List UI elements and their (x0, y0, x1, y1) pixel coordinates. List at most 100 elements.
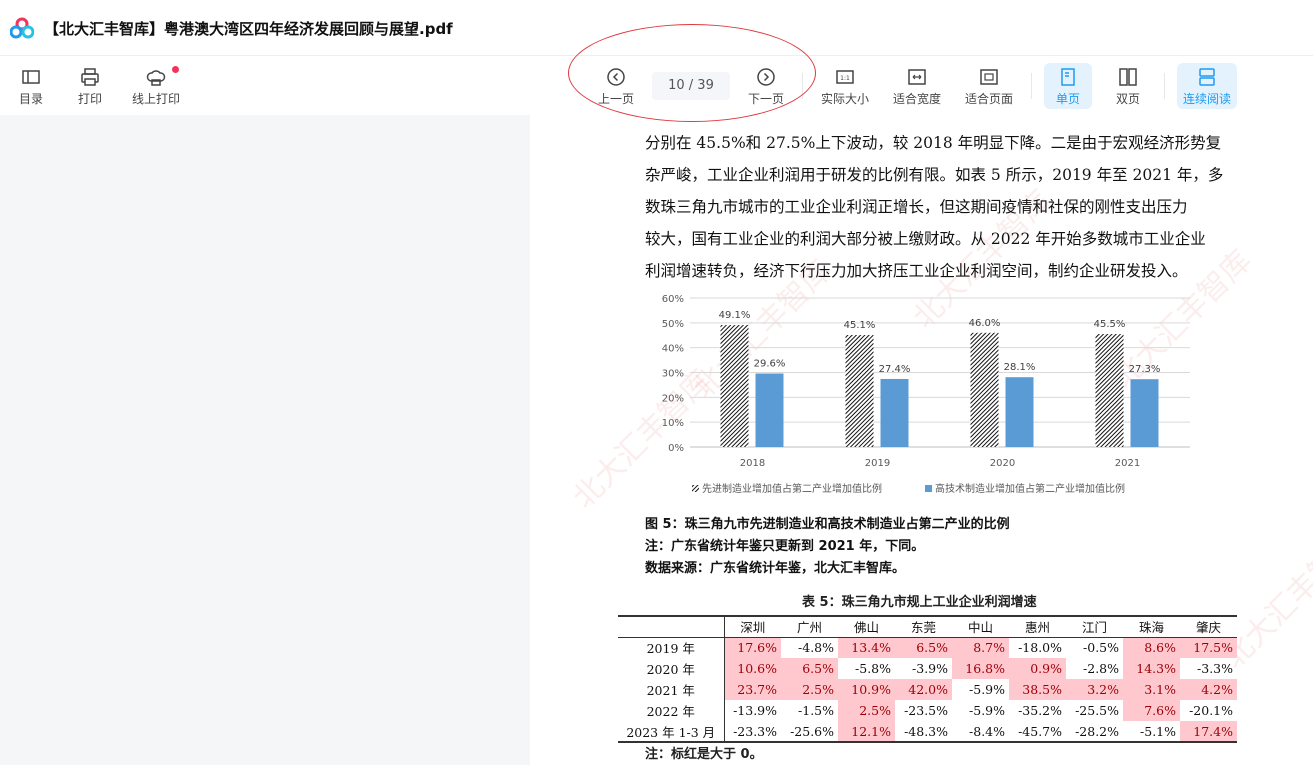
chevron-right-circle-icon (757, 68, 775, 86)
table-cell: 2.5% (781, 679, 838, 700)
table-cell: -8.4% (952, 721, 1009, 743)
bar-advanced (1095, 334, 1124, 447)
table-row: 2020 年 10.6% 6.5% -5.8% -3.9% 16.8% 0.9% -2.8% 1… (618, 658, 1237, 679)
table-cell: -3.3% (1197, 661, 1233, 676)
table-cell: -35.2% (1018, 703, 1062, 718)
double-page-button[interactable]: 双页 (1106, 63, 1150, 109)
data-label: 29.6% (754, 358, 786, 369)
table-cell: 10.6% (724, 658, 781, 679)
double-page-label: 双页 (1115, 92, 1140, 106)
data-label: 27.4% (879, 364, 911, 375)
fit-page-button[interactable]: 适合页面 (960, 63, 1018, 109)
prev-page-button[interactable]: 上一页 (594, 63, 638, 109)
legend-swatch-high-tech (925, 485, 932, 492)
column-header: 珠海 (1123, 615, 1180, 638)
table-cell: 2.5% (838, 700, 895, 721)
text-line: 分别在 45.5%和 27.5%上下波动，较 2018 年明显下降。二是由于宏观… (645, 134, 1222, 152)
table-cell: -48.3% (895, 721, 952, 743)
fit-width-button[interactable]: 适合宽度 (888, 63, 946, 109)
table-cell: 7.6% (1123, 700, 1180, 721)
x-tick-label: 2021 (1115, 458, 1140, 469)
online-print-button[interactable]: 线上打印 (128, 63, 184, 109)
online-print-label: 线上打印 (131, 92, 180, 106)
table-cell: -4.8% (798, 640, 834, 656)
title-bar: 【北大汇丰智库】粤港澳大湾区四年经济发展回顾与展望.pdf (0, 0, 1313, 56)
divider (802, 73, 803, 99)
table-cell: 6.5% (781, 658, 838, 679)
fit-page-icon (980, 69, 998, 85)
single-page-button[interactable]: 单页 (1044, 63, 1092, 109)
y-tick-label: 50% (662, 319, 684, 330)
table-cell: -45.7% (1009, 721, 1066, 743)
bar-advanced (970, 332, 999, 447)
legend-label: 先进制造业增加值占第二产业增加值比例 (702, 482, 882, 495)
table-cell: -2.8% (1083, 661, 1119, 676)
data-label: 49.1% (719, 310, 751, 321)
column-header: 东莞 (895, 615, 952, 638)
table-row: 2021 年 23.7% 2.5% 10.9% 42.0% -5.9% 38.5% 3.2% 3… (618, 679, 1237, 700)
fit-page-label: 适合页面 (964, 92, 1013, 106)
column-header: 中山 (952, 615, 1009, 638)
y-tick-label: 20% (662, 393, 684, 404)
table-cell: 3.2% (1066, 679, 1123, 700)
actual-size-button[interactable]: 1:1 实际大小 (816, 63, 874, 109)
text-line: 较大，国有工业企业的利润大部分被上缴财政。从 2022 年开始多数城市工业企业 (645, 230, 1206, 248)
print-label: 打印 (77, 92, 102, 106)
column-header: 佛山 (838, 615, 895, 638)
table-row: 2022 年 -13.9% -1.5% 2.5% -23.5% -5.9% -35.2% -2… (618, 700, 1237, 721)
table-cell: -25.5% (1075, 703, 1119, 718)
legend-swatch-advanced (692, 485, 699, 492)
column-header: 广州 (781, 615, 838, 638)
actual-size-icon: 1:1 (836, 70, 854, 84)
table-cell: -28.2% (1066, 721, 1123, 743)
data-label: 45.1% (844, 320, 876, 331)
table-cell: 17.6% (724, 637, 781, 658)
row-header: 2019 年 (618, 637, 725, 658)
y-tick-label: 40% (662, 344, 684, 355)
next-page-label: 下一页 (747, 92, 784, 106)
continuous-reading-icon (1199, 68, 1215, 86)
single-page-label: 单页 (1055, 92, 1080, 106)
chevron-left-circle-icon (607, 68, 625, 86)
table-cell: 17.4% (1180, 721, 1237, 743)
figure-caption: 图 5：珠三角九市先进制造业和高技术制造业占第二产业的比例 (645, 517, 1010, 532)
table-cell: -5.1% (1123, 721, 1180, 743)
printer-icon (81, 68, 99, 86)
x-tick-label: 2019 (865, 458, 890, 469)
table-cell: 38.5% (1009, 679, 1066, 700)
legend-label: 高技术制造业增加值占第二产业增加值比例 (935, 482, 1125, 495)
page-number-input[interactable]: 10 / 39 (652, 72, 730, 100)
svg-text:1:1: 1:1 (840, 75, 850, 82)
print-button[interactable]: 打印 (72, 63, 108, 109)
notification-dot (172, 66, 179, 73)
text-line: 数珠三角九市城市的工业企业利润正增长，但这期间疫情和社保的刚性支出压力 (645, 198, 1188, 216)
table-cell: -3.9% (912, 661, 948, 676)
column-header: 肇庆 (1180, 615, 1237, 638)
document-title: 【北大汇丰智库】粤港澳大湾区四年经济发展回顾与展望.pdf (44, 20, 453, 38)
toolbar: 目录 打印 线上打印 上一页 10 / 39 下一页 1:1 实际大小 适合宽度 … (0, 57, 1313, 115)
table-cell: -23.3% (724, 721, 781, 743)
data-label: 45.5% (1094, 319, 1126, 330)
table-cell: 23.7% (724, 679, 781, 700)
column-header: 江门 (1066, 615, 1123, 638)
x-tick-label: 2020 (990, 458, 1015, 469)
row-header: 2022 年 (618, 700, 725, 721)
bar-chart: 0% 10% 20% 30% 40% 50% 60% 2018 49.1% 29.6% 2019 45… (662, 294, 1190, 495)
next-page-button[interactable]: 下一页 (744, 63, 788, 109)
table-row: 2023 年 1-3 月 -23.3% -25.6% 12.1% -48.3% -8.4%… (618, 721, 1237, 743)
sidebar-icon (22, 70, 40, 84)
table-cell: -1.5% (798, 703, 834, 718)
bar-advanced (720, 325, 749, 447)
toc-button[interactable]: 目录 (12, 63, 50, 109)
continuous-reading-button[interactable]: 连续阅读 (1177, 63, 1237, 109)
pdf-page: 北大汇丰智库 北大汇丰智库 北大汇丰智库 北大汇丰智库 北大汇丰智库 分别在 4… (530, 115, 1313, 765)
table-cell: 6.5% (895, 637, 952, 658)
table-cell: -18.0% (1018, 640, 1062, 656)
column-header: 惠州 (1009, 615, 1066, 638)
table-cell: 10.9% (838, 679, 895, 700)
figure-note: 注：广东省统计年鉴只更新到 2021 年，下同。 (645, 539, 925, 554)
y-tick-label: 10% (662, 418, 684, 429)
continuous-reading-label: 连续阅读 (1182, 92, 1231, 106)
table-cell: -20.1% (1189, 703, 1233, 718)
table-cell: -23.5% (904, 703, 948, 718)
